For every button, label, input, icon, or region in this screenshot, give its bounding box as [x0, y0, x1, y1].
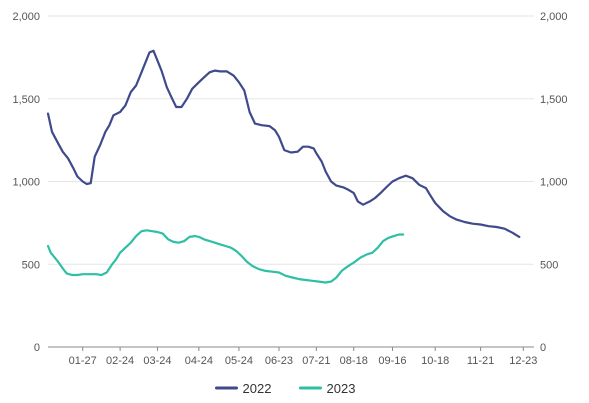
- left-y-axis-ticks: 0 500 1,000 1,500 2,000: [12, 11, 40, 354]
- x-tick-label: 04-24: [185, 355, 213, 367]
- legend-item-2023[interactable]: 2023: [299, 381, 356, 396]
- x-tick-label: 12-23: [509, 355, 537, 367]
- legend-label: 2023: [327, 381, 356, 396]
- y-tick-label-left: 500: [22, 259, 40, 271]
- legend-label: 2022: [243, 381, 272, 396]
- y-tick-label-right: 1,500: [540, 94, 568, 106]
- right-y-axis-ticks: 0 500 1,000 1,500 2,000: [540, 11, 568, 354]
- series-lines: [46, 49, 521, 284]
- x-tick-label: 05-24: [225, 355, 253, 367]
- series-line-2022: [46, 49, 521, 238]
- x-tick-label: 11-21: [467, 355, 494, 367]
- y-tick-label-left: 2,000: [12, 11, 40, 23]
- y-tick-label-left: 1,500: [12, 94, 40, 106]
- legend: 2022 2023: [215, 381, 356, 396]
- x-tick-label: 01-27: [69, 355, 97, 367]
- x-tick-label: 02-24: [106, 355, 134, 367]
- x-tick-label: 09-16: [378, 355, 406, 367]
- y-tick-label-left: 1,000: [12, 177, 40, 189]
- legend-item-2022[interactable]: 2022: [215, 381, 272, 396]
- series-line-2023: [46, 229, 405, 284]
- x-tick-label: 03-24: [143, 355, 171, 367]
- y-tick-label-right: 1,000: [540, 177, 568, 189]
- grid-lines: [48, 15, 534, 348]
- x-tick-label: 06-23: [265, 355, 293, 367]
- y-tick-label-right: 2,000: [540, 11, 568, 23]
- x-tick-label: 07-21: [302, 355, 330, 367]
- y-tick-label-right: 0: [540, 342, 546, 354]
- x-tick-label: 08-18: [340, 355, 368, 367]
- x-tick-label: 10-18: [421, 355, 449, 367]
- y-tick-label-left: 0: [34, 342, 40, 354]
- y-tick-label-right: 500: [540, 259, 558, 271]
- x-axis-ticks: 01-27 02-24 03-24 04-24 05-24 06-23 07-21 08-18…: [69, 347, 537, 367]
